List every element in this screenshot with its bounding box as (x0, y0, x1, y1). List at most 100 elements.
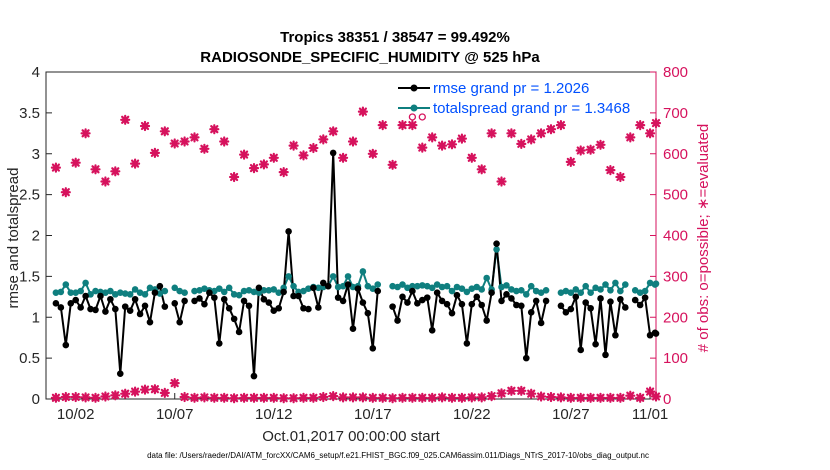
obs-star-strokes (387, 393, 398, 404)
obs-star-strokes (446, 139, 458, 150)
obs-evaluated-lower-point (169, 378, 180, 389)
legend-spread-marker (410, 104, 418, 112)
obs-star-strokes (219, 136, 230, 147)
obs-star-strokes (437, 140, 448, 151)
totalspread-point (602, 281, 609, 288)
obs-star-strokes (644, 386, 656, 397)
obs-evaluated-upper-point (397, 119, 408, 131)
rmse-point (518, 302, 525, 310)
rmse-point (607, 298, 614, 306)
rmse-point (324, 282, 332, 290)
obs-evaluated-upper-point (650, 117, 662, 129)
totalspread-point (265, 286, 273, 294)
totalspread-point (641, 287, 649, 295)
rmse-point (67, 300, 75, 307)
obs-star-strokes (110, 166, 121, 177)
rmse-point (488, 289, 495, 297)
obs-star-strokes (110, 390, 121, 401)
obs-star-strokes (100, 176, 111, 187)
obs-star-strokes (367, 148, 378, 159)
obs-evaluated-lower-point (80, 392, 91, 403)
obs-star-strokes (446, 392, 458, 403)
obs-evaluated-upper-point (169, 138, 180, 149)
left-axis: 0 0.5 1 1.5 2 2.5 3 3.5 4 (19, 64, 52, 408)
rmse-point (438, 297, 446, 305)
totalspread-point (270, 286, 278, 293)
rmse-point (582, 299, 589, 306)
rmse-point (315, 304, 322, 311)
totalspread-point (121, 290, 129, 297)
rmse-point (201, 300, 208, 308)
obs-evaluated-lower-point (120, 388, 131, 399)
rmse-point (265, 299, 273, 306)
totalspread-point (146, 284, 154, 292)
totalspread-point (522, 291, 530, 298)
obs-star-strokes (80, 392, 91, 403)
obs-evaluated-upper-point (60, 187, 71, 198)
obs-evaluated-upper-point (407, 119, 418, 131)
rmse-point (295, 292, 302, 300)
y-tick-label: 3.5 (19, 105, 40, 122)
obs-evaluated-upper-point (615, 171, 626, 183)
obs-evaluated-upper-point (189, 132, 200, 143)
obs-evaluated-lower-point (466, 392, 477, 403)
totalspread-point (537, 289, 545, 297)
obs-evaluated-upper-point (367, 148, 378, 159)
obs-evaluated-lower-point (179, 391, 190, 403)
obs-evaluated-lower-point (605, 392, 616, 403)
totalspread-point (62, 281, 70, 288)
totalspread-point (126, 291, 134, 298)
totalspread-point (428, 284, 436, 292)
obs-evaluated-upper-point (456, 133, 467, 144)
rmse-point (542, 297, 550, 305)
totalspread-point (359, 268, 367, 275)
rmse-point (215, 340, 223, 347)
rmse-point (652, 330, 660, 337)
obs-evaluated-upper-point (318, 134, 329, 145)
rmse-point (240, 297, 248, 305)
obs-evaluated-upper-point (565, 156, 576, 167)
totalspread-point (131, 286, 139, 293)
totalspread-point (557, 289, 565, 297)
rmse-point (334, 294, 342, 301)
totalspread-point (572, 286, 580, 293)
rmse-point (92, 306, 99, 314)
obs-star-strokes (476, 392, 487, 403)
obs-star-strokes (199, 143, 210, 154)
obs-star-strokes (377, 119, 388, 131)
obs-star-strokes (278, 393, 289, 404)
obs-evaluated-upper-point (209, 124, 220, 135)
rmse-point (121, 303, 129, 310)
obs-possible-point (408, 113, 417, 121)
totalspread-point (215, 285, 223, 292)
obs-star-strokes (545, 124, 557, 135)
obs-evaluated-lower-point (407, 392, 418, 403)
obs-star-strokes (526, 388, 537, 399)
legend-rmse-label: rmse grand pr = 1.2026 (433, 80, 589, 97)
obs-star-strokes (298, 150, 309, 161)
rmse-point (508, 295, 515, 302)
obs-star-strokes (90, 392, 101, 403)
rmse-point (206, 289, 213, 297)
rmse-point (636, 301, 644, 309)
rmse-point (87, 305, 94, 313)
totalspread-point (399, 281, 406, 288)
rmse-point (225, 304, 233, 312)
totalspread-point (225, 284, 233, 292)
obs-star-strokes (417, 392, 428, 403)
obs-star-strokes (159, 126, 170, 137)
obs-star-strokes (239, 149, 250, 160)
totalspread-point (409, 282, 416, 290)
totalspread-point (211, 287, 218, 295)
obs-evaluated-upper-point (496, 176, 507, 187)
y-tick-label: 0.5 (19, 350, 40, 367)
obs-star-strokes (615, 171, 626, 183)
rmse-point (349, 325, 357, 332)
obs-evaluated-upper-point (308, 142, 319, 154)
obs-evaluated-lower-point (149, 384, 160, 395)
obs-possible-point (418, 113, 426, 121)
obs-star-strokes (90, 164, 101, 175)
obs-star-strokes (565, 392, 576, 403)
obs-evaluated-lower-point (338, 392, 349, 403)
rmse-point (458, 300, 466, 308)
